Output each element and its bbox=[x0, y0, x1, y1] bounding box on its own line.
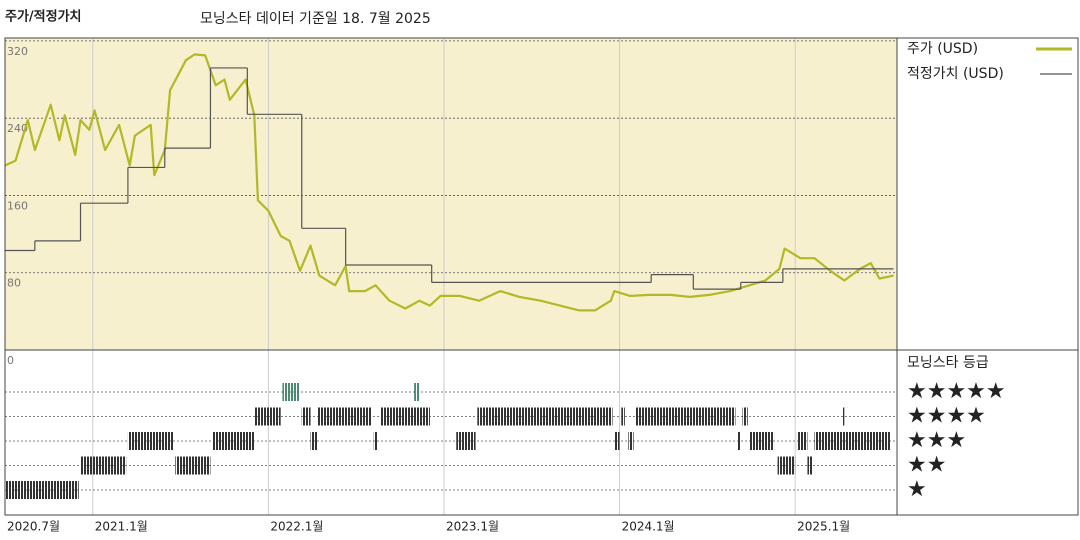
rating-bar bbox=[477, 407, 613, 426]
rating-bar bbox=[80, 456, 127, 475]
rating-label: ★★ bbox=[907, 453, 946, 478]
rating-bar bbox=[796, 432, 808, 450]
rating-bar bbox=[635, 407, 736, 426]
y-tick-label: 0 bbox=[7, 354, 14, 367]
chart-title: 주가/적정가치 bbox=[5, 9, 82, 25]
ratings-title: 모닝스타 등급 bbox=[907, 355, 989, 371]
frame bbox=[4, 37, 1079, 516]
rating-label: ★ bbox=[907, 477, 927, 502]
rating-label: ★★★★★ bbox=[907, 379, 1006, 404]
rating-bar bbox=[628, 432, 634, 450]
rating-bar bbox=[310, 432, 318, 450]
y-tick-label: 160 bbox=[7, 199, 28, 212]
rating-bar bbox=[212, 432, 255, 450]
rating-bar bbox=[807, 456, 813, 475]
plot-background bbox=[5, 38, 897, 350]
rating-bar bbox=[749, 432, 775, 450]
y-tick-label: 80 bbox=[7, 277, 21, 290]
rating-bar bbox=[456, 432, 476, 450]
rating-bar bbox=[742, 407, 748, 426]
rating-bar bbox=[373, 432, 378, 450]
x-tick-label: 2021.1월 bbox=[95, 520, 148, 534]
x-tick-label: 2024.1월 bbox=[622, 520, 675, 534]
price-line bbox=[4, 53, 894, 312]
rating-bar bbox=[380, 407, 430, 426]
rating-bar bbox=[127, 432, 174, 450]
rating-bar bbox=[842, 407, 845, 426]
rating-label: ★★★ bbox=[907, 428, 966, 453]
rating-bar bbox=[175, 456, 211, 475]
chart-subtitle: 모닝스타 데이터 기준일 18. 7월 2025 bbox=[200, 11, 431, 27]
rating-bar bbox=[614, 432, 620, 450]
rating-bar bbox=[301, 407, 311, 426]
rating-bar bbox=[621, 407, 625, 426]
rating-bar bbox=[282, 383, 300, 401]
legend-label: 적정가치 (USD) bbox=[907, 66, 1004, 82]
rating-bar bbox=[737, 432, 741, 450]
rating-bar bbox=[777, 456, 796, 475]
rating-bar bbox=[254, 407, 281, 426]
rating-bar bbox=[814, 432, 890, 450]
x-tick-label: 2020.7월 bbox=[7, 520, 60, 534]
rating-bar bbox=[5, 481, 79, 499]
x-tick-label: 2023.1월 bbox=[446, 520, 499, 534]
y-tick-label: 320 bbox=[7, 45, 28, 58]
x-tick-label: 2022.1월 bbox=[270, 520, 323, 534]
x-tick-label: 2025.1월 bbox=[797, 520, 850, 534]
y-tick-label: 240 bbox=[7, 122, 28, 135]
rating-bar bbox=[317, 407, 372, 426]
rating-label: ★★★★ bbox=[907, 404, 986, 429]
legend-label: 주가 (USD) bbox=[907, 41, 978, 57]
rating-bar bbox=[414, 383, 420, 401]
